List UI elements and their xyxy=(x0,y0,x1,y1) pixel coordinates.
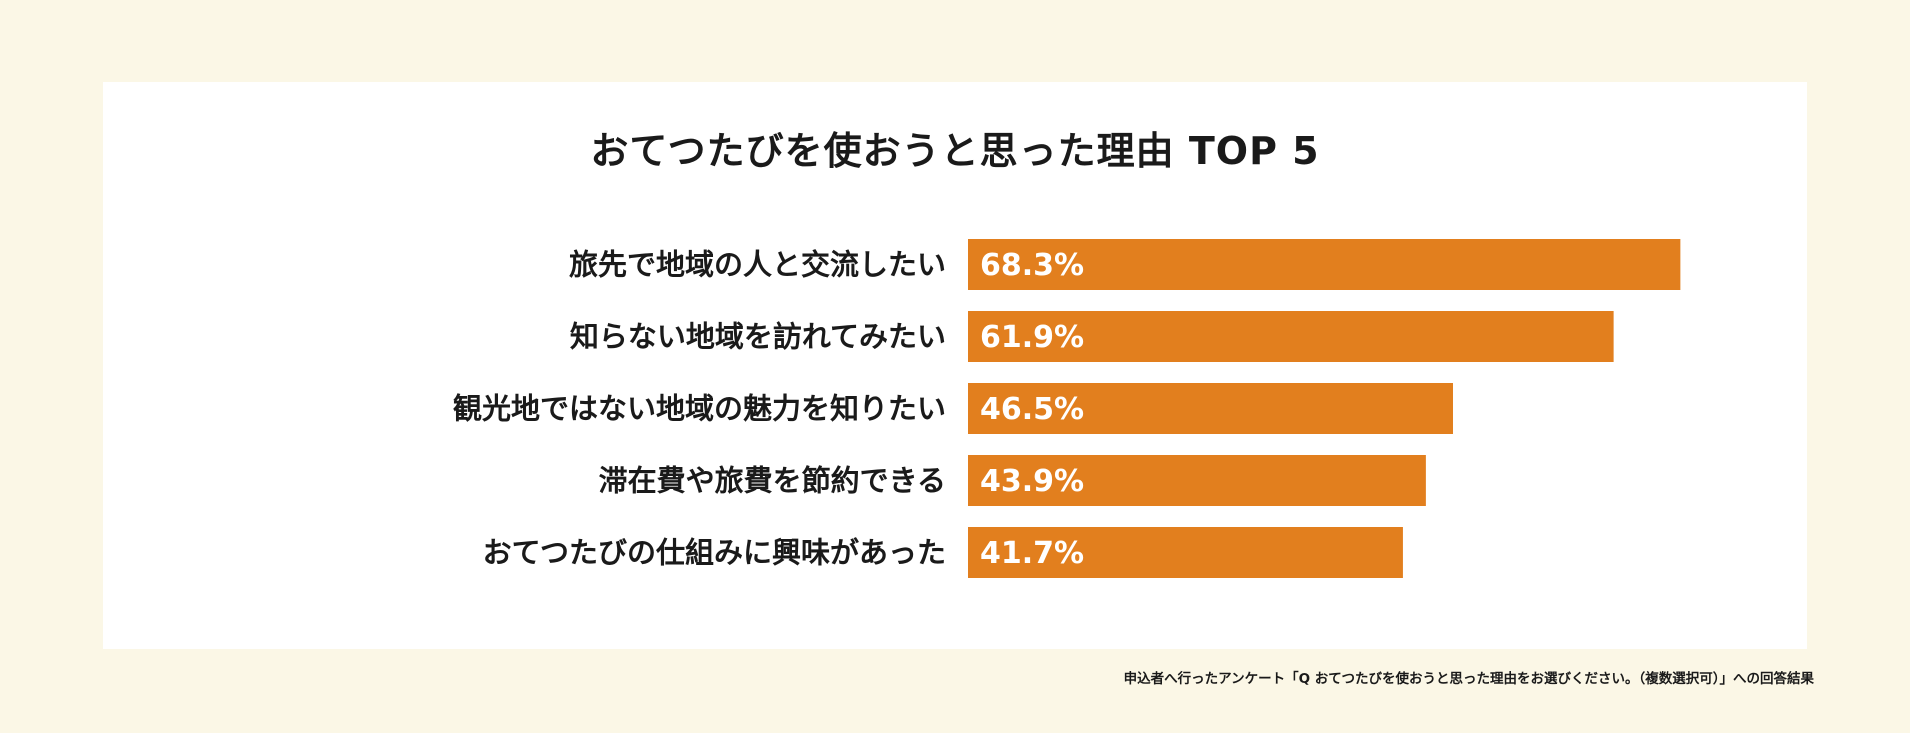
bar-4 xyxy=(968,455,1426,506)
bar-2 xyxy=(968,311,1614,362)
value-label-4: 43.9% xyxy=(980,464,1084,499)
bar-1 xyxy=(968,239,1681,290)
category-label-3: 観光地ではない地域の魅力を知りたい xyxy=(453,392,946,426)
bar-chart: 旅先で地域の人と交流したい 68.3% 知らない地域を訪れてみたい 61.9% 観光地で… xyxy=(453,239,1681,578)
value-label-5: 41.7% xyxy=(980,536,1084,571)
bar-3 xyxy=(968,383,1453,434)
value-label-1: 68.3% xyxy=(980,248,1084,283)
bar-5 xyxy=(968,527,1403,578)
category-label-1: 旅先で地域の人と交流したい xyxy=(569,248,946,282)
chart-title: おてつたびを使おうと思った理由 TOP 5 xyxy=(590,129,1320,173)
survey-footnote: 申込者へ行ったアンケート「Q おてつたびを使おうと思った理由をお選びください。（… xyxy=(1123,671,1814,687)
chart-card: おてつたびを使おうと思った理由 TOP 5 旅先で地域の人と交流したい 68.3%… xyxy=(103,82,1807,649)
category-label-5: おてつたびの仕組みに興味があった xyxy=(483,536,946,570)
value-label-2: 61.9% xyxy=(980,320,1084,355)
category-label-2: 知らない地域を訪れてみたい xyxy=(570,320,946,354)
category-label-4: 滞在費や旅費を節約できる xyxy=(599,464,946,498)
value-label-3: 46.5% xyxy=(980,392,1084,427)
